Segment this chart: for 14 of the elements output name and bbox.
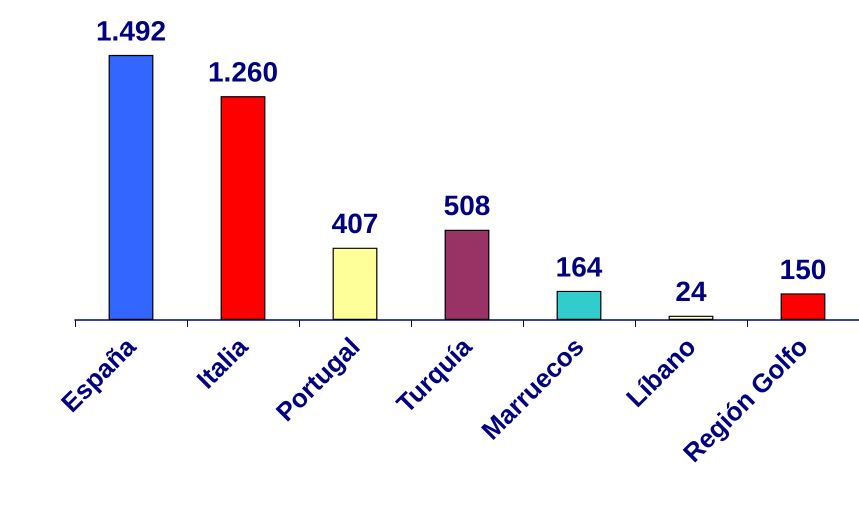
bar bbox=[556, 290, 602, 320]
data-label: 1.492 bbox=[96, 15, 166, 46]
data-label: 1.260 bbox=[208, 56, 278, 88]
bar bbox=[668, 316, 714, 320]
bar bbox=[444, 230, 490, 320]
data-label: 150 bbox=[780, 254, 826, 285]
bar bbox=[332, 248, 378, 320]
bar bbox=[220, 96, 266, 320]
data-label: 164 bbox=[556, 251, 603, 282]
data-label: 24 bbox=[675, 276, 707, 308]
data-label: 407 bbox=[332, 208, 378, 240]
bar bbox=[780, 293, 826, 320]
bar bbox=[108, 54, 154, 320]
data-label: 508 bbox=[444, 190, 490, 222]
